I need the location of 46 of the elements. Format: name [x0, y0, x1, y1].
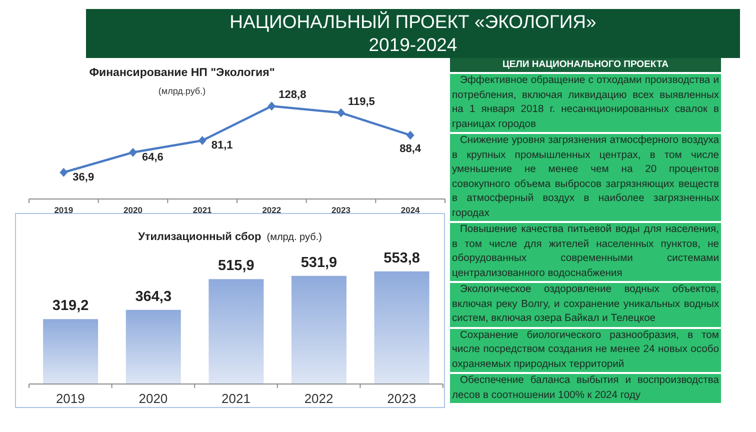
text: Сохранение биологического разнообразия, в том числе посредством создания не менее 24 новых особо охраняемых природных территорий	[450, 328, 721, 372]
text: Повышение качества питьевой воды для населения, в том числе для жителей населенных пунктов, не оборудованных современными системами централизованного водоснабжения	[450, 223, 721, 281]
text: ЦЕЛИ НАЦИОНАЛЬНОГО ПРОЕКТА	[450, 58, 721, 72]
point	[268, 102, 276, 111]
bar	[208, 279, 264, 384]
data-label: 531,9	[300, 254, 338, 271]
text: Обеспечение баланса выбытия и воспроизводства лесов в соотношении 100% к 2024 году	[450, 374, 721, 403]
point	[337, 108, 345, 118]
point	[198, 136, 206, 145]
x-tick-label: 2020	[124, 205, 143, 215]
data-label: 119,5	[348, 96, 375, 108]
point	[60, 168, 68, 177]
chart-subtitle: (млрд. руб.)	[266, 232, 322, 243]
point	[129, 148, 137, 157]
text: Снижение уровня загрязнения атмосферного воздуха в крупных промышленных центрах, в том числе уменьшение не менее чем на 20 процентов совокупного объема выбросов загрязняющих веществ в атмосферный воздух в наиболее загрязненных городах	[450, 134, 721, 221]
bar	[291, 276, 346, 384]
chart-title: Утилизационный сбор	[138, 231, 262, 243]
chart-title: Финансирование НП "Экология"	[88, 67, 276, 79]
bar	[126, 310, 181, 384]
x-tick-label: 2023	[387, 391, 416, 406]
x-tick-label: 2019	[56, 391, 85, 406]
data-label: 515,9	[218, 258, 254, 274]
point	[406, 130, 414, 140]
x-tick-label: 2022	[304, 391, 334, 406]
bar	[374, 271, 430, 384]
data-label: 128,8	[278, 89, 306, 102]
chart-subtitle: (млрд.руб.)	[158, 86, 206, 96]
text: 2019-2024	[368, 33, 458, 56]
data-label: 319,2	[52, 298, 89, 314]
bar	[43, 319, 98, 384]
x-tick-label: 2020	[138, 391, 168, 406]
data-label: 88,4	[400, 143, 422, 156]
data-label: 553,8	[384, 250, 420, 266]
data-label: 364,3	[135, 288, 172, 305]
text: НАЦИОНАЛЬНЫЙ ПРОЕКТ «ЭКОЛОГИЯ»	[228, 10, 598, 33]
x-tick-label: 2019	[54, 205, 74, 215]
text: Эффективное обращение с отходами производства и потребления, включая ликвидацию всех выявленных на 1 января 2018 г. несанкционированных свалок в границах городов	[450, 74, 721, 132]
data-label: 36,9	[72, 171, 94, 184]
data-label: 64,6	[142, 151, 164, 164]
x-tick-label: 2021	[192, 205, 212, 215]
x-tick-label: 2021	[222, 391, 250, 406]
data-label: 81,1	[211, 139, 233, 152]
x-tick-label: 2023	[332, 205, 351, 215]
text: Экологическое оздоровление водных объектов, включая реку Волгу, и сохранение уникальных водных систем, включая озера Байкал и Телецкое	[450, 283, 721, 326]
x-tick-label: 2024	[400, 205, 420, 215]
x-tick-label: 2022	[262, 205, 282, 215]
